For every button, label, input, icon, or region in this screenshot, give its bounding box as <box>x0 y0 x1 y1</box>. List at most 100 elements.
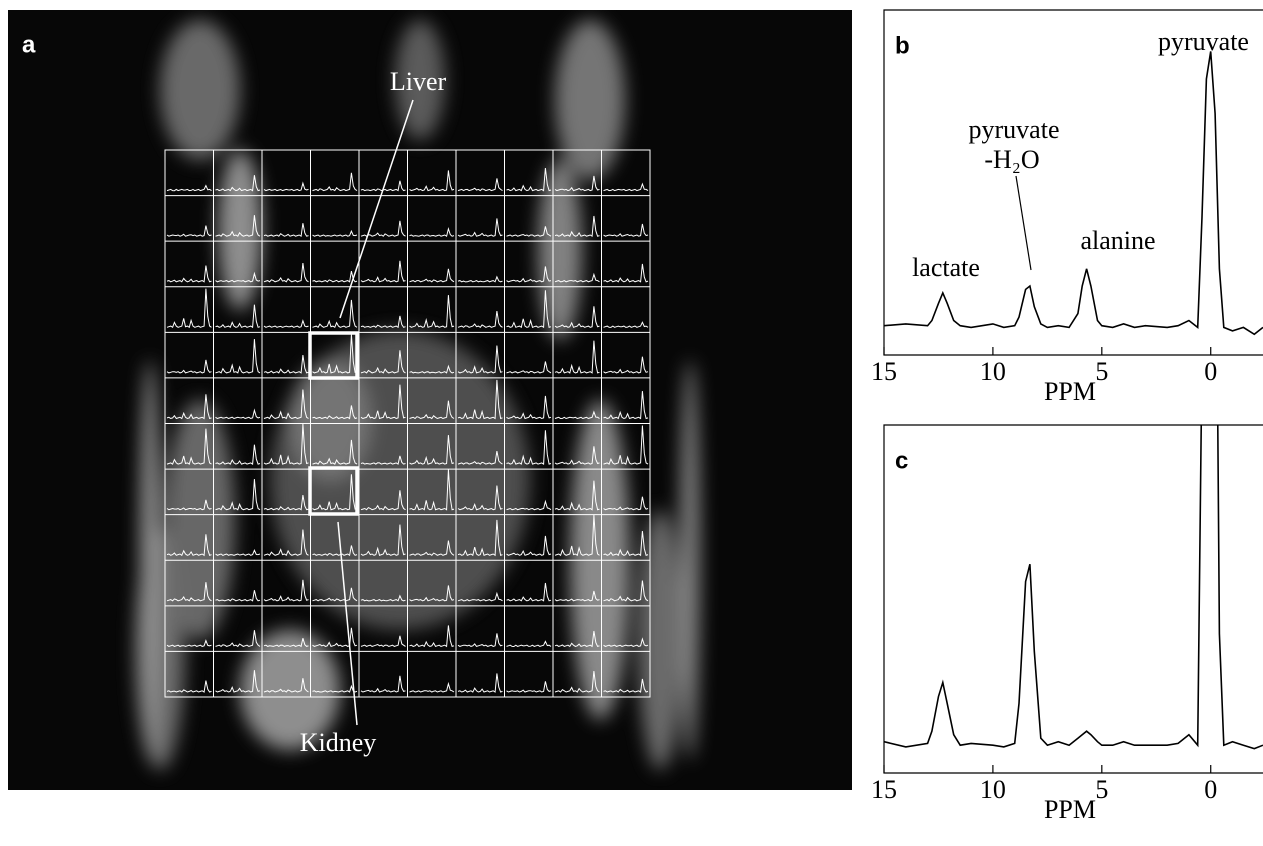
voxel-spectrum <box>554 175 600 192</box>
voxel-spectrum <box>409 170 455 192</box>
voxel-spectrum <box>554 340 600 374</box>
voxel-spectrum <box>409 625 455 648</box>
voxel-spectrum <box>457 485 503 511</box>
voxel-spectrum <box>166 534 212 557</box>
voxel-spectrum <box>409 295 455 328</box>
voxel-spectrum <box>360 675 406 693</box>
mri-image: Liver Kidney a <box>8 10 852 790</box>
x-tick-label: 10 <box>980 775 1006 804</box>
voxel-spectrum <box>506 266 552 283</box>
annotation: pyruvate <box>1158 27 1249 56</box>
voxel-spectrum <box>215 479 261 511</box>
voxel-spectrum <box>360 315 406 329</box>
annotation: Kidney <box>300 728 377 757</box>
voxel-spectrum <box>263 355 309 374</box>
x-tick-label: 5 <box>1095 775 1108 804</box>
voxel-spectrum <box>312 684 358 693</box>
voxel-spectrum <box>166 639 212 647</box>
voxel-spectrum <box>457 218 503 237</box>
voxel-spectrum <box>312 545 358 557</box>
voxel-spectrum <box>554 306 600 328</box>
voxel-spectrum <box>457 345 503 374</box>
voxel-spectrum <box>409 364 455 374</box>
voxel-spectrum <box>215 630 261 648</box>
voxel-spectrum <box>312 270 358 283</box>
x-axis-label: PPM <box>1044 795 1096 824</box>
leader-line <box>339 99 414 319</box>
voxel-spectrum <box>554 410 600 420</box>
voxel-spectrum <box>603 425 649 465</box>
voxel-spectrum <box>554 630 600 648</box>
voxel-spectrum <box>360 350 406 374</box>
voxel-spectrum <box>506 167 552 192</box>
voxel-spectrum <box>263 181 309 192</box>
voxel-spectrum <box>409 540 455 556</box>
annotation: lactate <box>912 253 980 282</box>
annotation: Liver <box>390 67 447 96</box>
voxel-spectrum <box>312 474 358 511</box>
voxel-spectrum <box>554 590 600 602</box>
voxel-spectrum <box>554 446 600 465</box>
voxel-spectrum <box>554 272 600 283</box>
voxel-spectrum <box>457 379 503 420</box>
voxel-spectrum <box>457 673 503 693</box>
highlight-box <box>308 331 359 380</box>
voxel-spectrum <box>263 638 309 648</box>
voxel-spectrum <box>360 455 406 465</box>
voxel-spectrum <box>457 591 503 602</box>
voxel-spectrum <box>409 435 455 465</box>
x-tick-label: 5 <box>1095 357 1108 386</box>
voxel-spectrum <box>506 290 552 329</box>
voxel-spectrum <box>215 339 261 374</box>
voxel-spectrum <box>457 275 503 283</box>
voxel-spectrum <box>603 637 649 647</box>
x-axis-label: PPM <box>1044 377 1096 406</box>
voxel-spectrum <box>506 226 552 237</box>
voxel-spectrum <box>506 582 552 602</box>
voxel-spectrum <box>166 184 212 192</box>
voxel-spectrum <box>603 223 649 237</box>
voxel-spectrum <box>263 423 309 465</box>
voxel-spectrum <box>360 490 406 511</box>
voxel-spectrum <box>603 391 649 420</box>
voxel-spectrum <box>603 182 649 192</box>
voxel-spectrum <box>603 530 649 557</box>
voxel-spectrum <box>166 225 212 237</box>
x-tick-label: 0 <box>1204 775 1217 804</box>
voxel-spectrum <box>554 215 600 238</box>
voxel-spectrum <box>409 268 455 283</box>
voxel-spectrum <box>554 514 600 557</box>
x-tick-label: 15 <box>871 775 897 804</box>
voxel-spectrum <box>166 582 212 602</box>
voxel-spectrum <box>506 535 552 556</box>
panel-label: b <box>895 32 910 59</box>
highlight-box <box>308 466 359 516</box>
voxel-spectrum <box>603 321 649 328</box>
x-tick-label: 0 <box>1204 357 1217 386</box>
voxel-spectrum <box>360 524 406 556</box>
voxel-spectrum <box>603 356 649 374</box>
voxel-spectrum <box>506 430 552 465</box>
voxel-spectrum <box>506 395 552 420</box>
voxel-spectrum <box>457 633 503 647</box>
voxel-spectrum <box>409 681 455 693</box>
voxel-spectrum <box>215 271 261 283</box>
x-tick-label: 10 <box>980 357 1006 386</box>
voxel-spectrum <box>263 495 309 511</box>
voxel-spectrum <box>312 334 358 374</box>
voxel-spectrum <box>263 263 309 283</box>
voxel-spectrum <box>603 678 649 693</box>
x-tick-label: 15 <box>871 357 897 386</box>
voxel-spectrum <box>215 175 261 192</box>
voxel-spectrum <box>603 580 649 602</box>
voxel-spectrum <box>215 549 261 556</box>
voxel-spectrum <box>166 428 212 465</box>
voxel-spectrum <box>215 670 261 693</box>
voxel-spectrum <box>263 579 309 602</box>
voxel-spectrum <box>215 215 261 237</box>
voxel-spectrum <box>166 394 212 420</box>
voxel-spectrum <box>215 408 261 420</box>
voxel-spectrum <box>312 405 358 420</box>
voxel-spectrum <box>506 499 552 511</box>
voxel-spectrum <box>457 519 503 557</box>
